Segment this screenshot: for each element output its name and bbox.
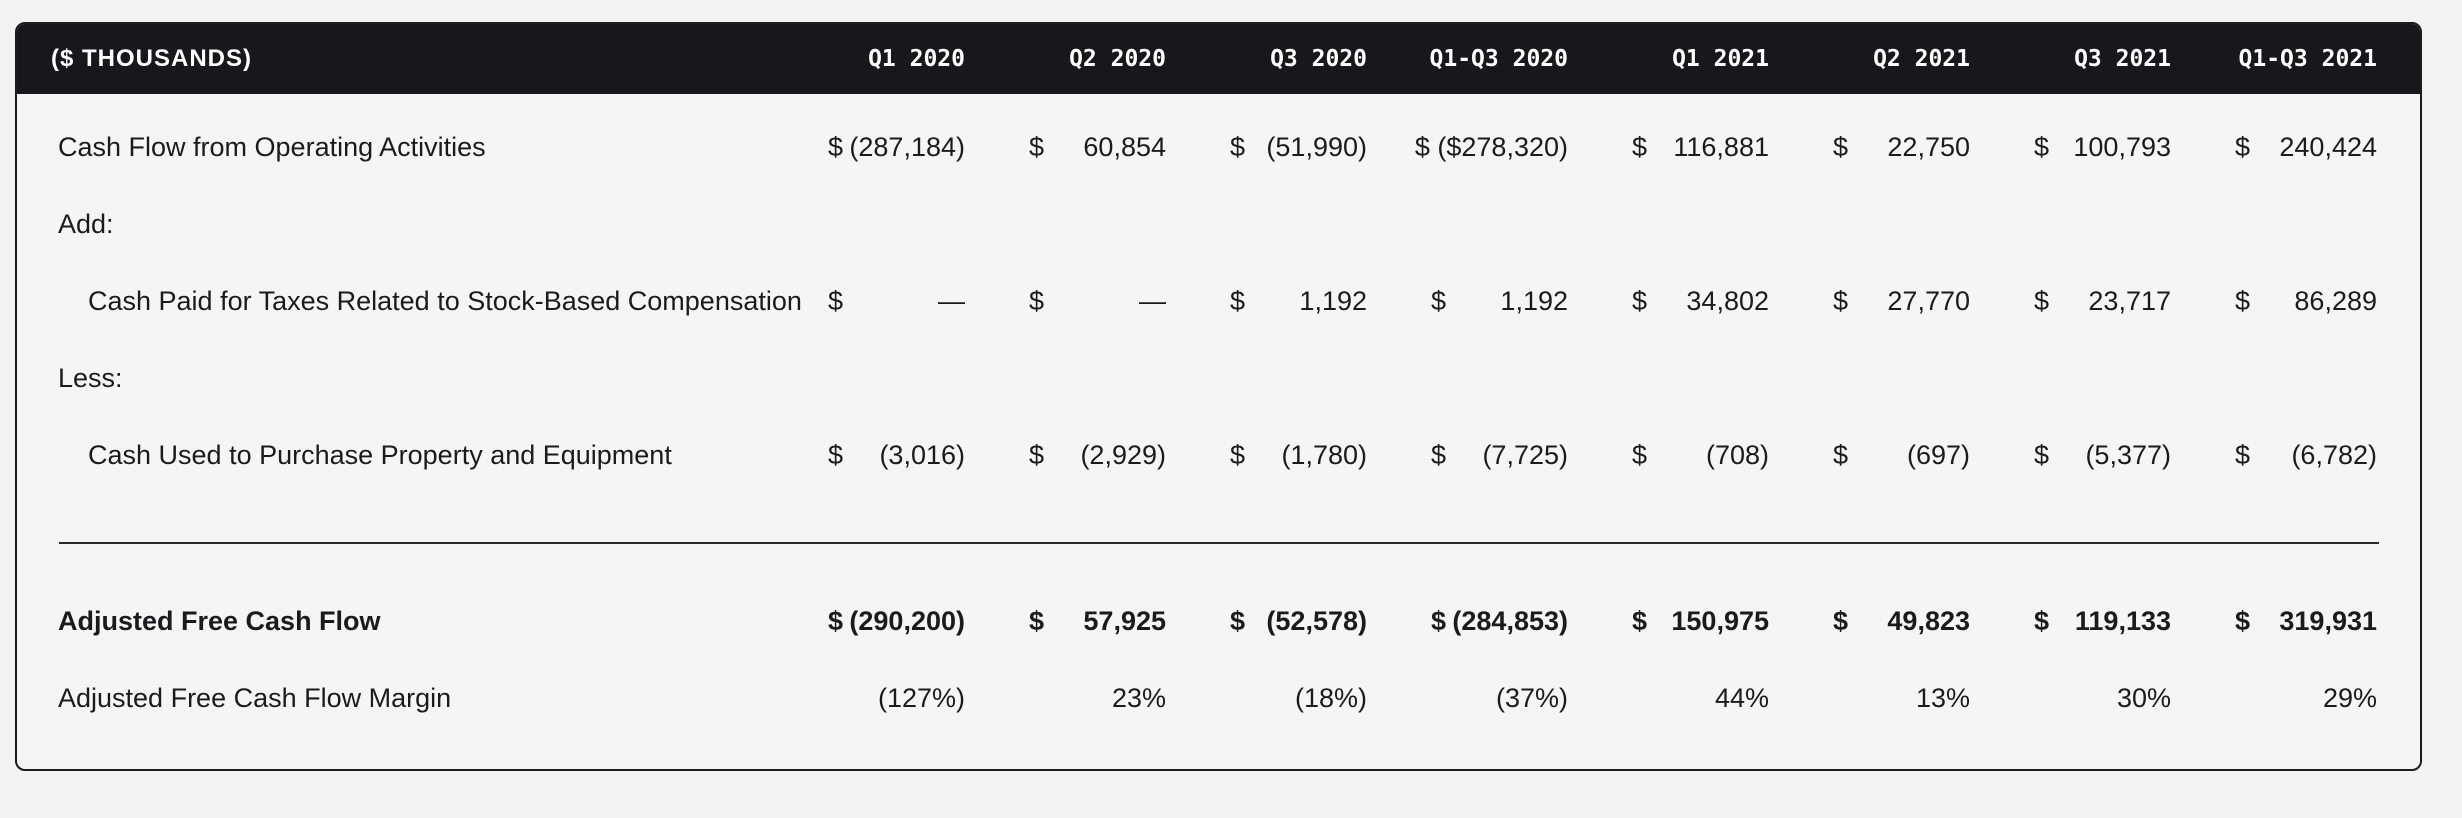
- cell-value: (697): [1906, 440, 1970, 470]
- currency-symbol: $: [1029, 132, 1045, 162]
- cell-value: $ ($278,320): [1414, 132, 1568, 162]
- currency-symbol: $: [1632, 606, 1648, 636]
- table-row-adjusted-fcf: Adjusted Free Cash Flow $ (290,200) $ 57…: [17, 593, 2420, 649]
- currency-symbol: $: [1029, 286, 1045, 316]
- table-row-add: Add:: [17, 196, 2420, 252]
- section-label-add: Add:: [58, 209, 114, 239]
- cell-value: 23%: [1111, 683, 1166, 713]
- currency-symbol: $: [2034, 286, 2050, 316]
- cell-value: (5,377): [2085, 440, 2171, 470]
- table-row-fcf-margin: Adjusted Free Cash Flow Margin (127%) 23…: [17, 670, 2420, 726]
- currency-symbol: $: [828, 132, 844, 162]
- cell-value: (6,782): [2291, 440, 2377, 470]
- currency-symbol: $: [1230, 440, 1246, 470]
- col-q1-2020: Q1 2020: [868, 46, 965, 72]
- cell-value: 100,793: [2073, 132, 2171, 162]
- cell-value: (52,578): [1266, 606, 1367, 636]
- row-label: Cash Paid for Taxes Related to Stock-Bas…: [88, 286, 802, 316]
- table-header: ($ THOUSANDS) Q1 2020 Q2 2020 Q3 2020 Q1…: [17, 24, 2420, 94]
- cell-value: (708): [1705, 440, 1769, 470]
- cell-value: 319,931: [2279, 606, 2377, 636]
- currency-symbol: $: [1833, 606, 1849, 636]
- cell-value: 116,881: [1673, 132, 1769, 162]
- cell-value: 86,289: [2294, 286, 2377, 316]
- cell-value: 44%: [1714, 683, 1769, 713]
- cash-flow-table: ($ THOUSANDS) Q1 2020 Q2 2020 Q3 2020 Q1…: [15, 22, 2422, 771]
- table-row-operating-cash-flow: Cash Flow from Operating Activities $ (2…: [17, 119, 2420, 175]
- currency-symbol: $: [1833, 286, 1849, 316]
- currency-symbol: $: [1833, 440, 1849, 470]
- cell-value: (290,200): [849, 606, 965, 636]
- cell-value: 29%: [2322, 683, 2377, 713]
- currency-symbol: $: [1230, 286, 1246, 316]
- currency-symbol: $: [1632, 440, 1648, 470]
- col-q3-2020: Q3 2020: [1270, 46, 1367, 72]
- currency-symbol: $: [2235, 286, 2251, 316]
- cell-value: 13%: [1915, 683, 1970, 713]
- cell-value: 27,770: [1887, 286, 1970, 316]
- cell-value: 150,975: [1671, 606, 1769, 636]
- currency-symbol: $: [828, 606, 844, 636]
- cell-value: —: [1139, 286, 1166, 316]
- cell-value: 1,192: [1500, 286, 1568, 316]
- currency-symbol: $: [2034, 606, 2050, 636]
- total-divider: [59, 542, 2379, 544]
- cell-value: 240,424: [2279, 132, 2377, 162]
- cell-value: (284,853): [1452, 606, 1568, 636]
- cell-value: (287,184): [849, 132, 965, 162]
- currency-symbol: $: [1632, 132, 1648, 162]
- cell-value: 1,192: [1299, 286, 1367, 316]
- units-label: ($ THOUSANDS): [51, 45, 253, 72]
- table-row-less: Less:: [17, 350, 2420, 406]
- currency-symbol: $: [2235, 606, 2251, 636]
- table-row-capex: Cash Used to Purchase Property and Equip…: [17, 427, 2420, 483]
- table-row-taxes-stock-comp: Cash Paid for Taxes Related to Stock-Bas…: [17, 273, 2420, 329]
- currency-symbol: $: [1632, 286, 1648, 316]
- currency-symbol: $: [1431, 286, 1447, 316]
- currency-symbol: $: [828, 286, 844, 316]
- col-q1-q3-2021: Q1-Q3 2021: [2238, 46, 2377, 72]
- cell-value: 22,750: [1887, 132, 1970, 162]
- cell-value: —: [938, 286, 965, 316]
- cell-value: (18%): [1294, 683, 1367, 713]
- cell-value: (51,990): [1266, 132, 1367, 162]
- cell-value: 30%: [2116, 683, 2171, 713]
- cell-value: (2,929): [1080, 440, 1166, 470]
- col-q3-2021: Q3 2021: [2074, 46, 2171, 72]
- cell-value: 57,925: [1083, 606, 1166, 636]
- cell-value: 23,717: [2088, 286, 2171, 316]
- row-label: Cash Used to Purchase Property and Equip…: [88, 440, 672, 470]
- cell-value: 60,854: [1083, 132, 1166, 162]
- currency-symbol: $: [1029, 606, 1045, 636]
- currency-symbol: $: [2235, 440, 2251, 470]
- col-q2-2020: Q2 2020: [1069, 46, 1166, 72]
- currency-symbol: $: [1431, 606, 1447, 636]
- currency-symbol: $: [2235, 132, 2251, 162]
- currency-symbol: $: [2034, 440, 2050, 470]
- cell-value: (127%): [877, 683, 965, 713]
- row-label: Adjusted Free Cash Flow Margin: [58, 683, 452, 713]
- cell-value: (7,725): [1482, 440, 1568, 470]
- section-label-less: Less:: [58, 363, 123, 393]
- cell-value: 49,823: [1887, 606, 1970, 636]
- cell-value: (37%): [1495, 683, 1568, 713]
- currency-symbol: $: [1833, 132, 1849, 162]
- currency-symbol: $: [1431, 440, 1447, 470]
- currency-symbol: $: [1029, 440, 1045, 470]
- currency-symbol: $: [2034, 132, 2050, 162]
- row-label: Cash Flow from Operating Activities: [58, 132, 486, 162]
- row-label: Adjusted Free Cash Flow: [58, 606, 381, 636]
- cell-value: 119,133: [2074, 606, 2171, 636]
- currency-symbol: $: [1230, 132, 1246, 162]
- cell-value: 34,802: [1686, 286, 1769, 316]
- cell-value: (3,016): [879, 440, 965, 470]
- col-q2-2021: Q2 2021: [1873, 46, 1970, 72]
- cell-value: (1,780): [1281, 440, 1367, 470]
- col-q1-q3-2020: Q1-Q3 2020: [1429, 46, 1568, 72]
- currency-symbol: $: [828, 440, 844, 470]
- currency-symbol: $: [1230, 606, 1246, 636]
- col-q1-2021: Q1 2021: [1672, 46, 1769, 72]
